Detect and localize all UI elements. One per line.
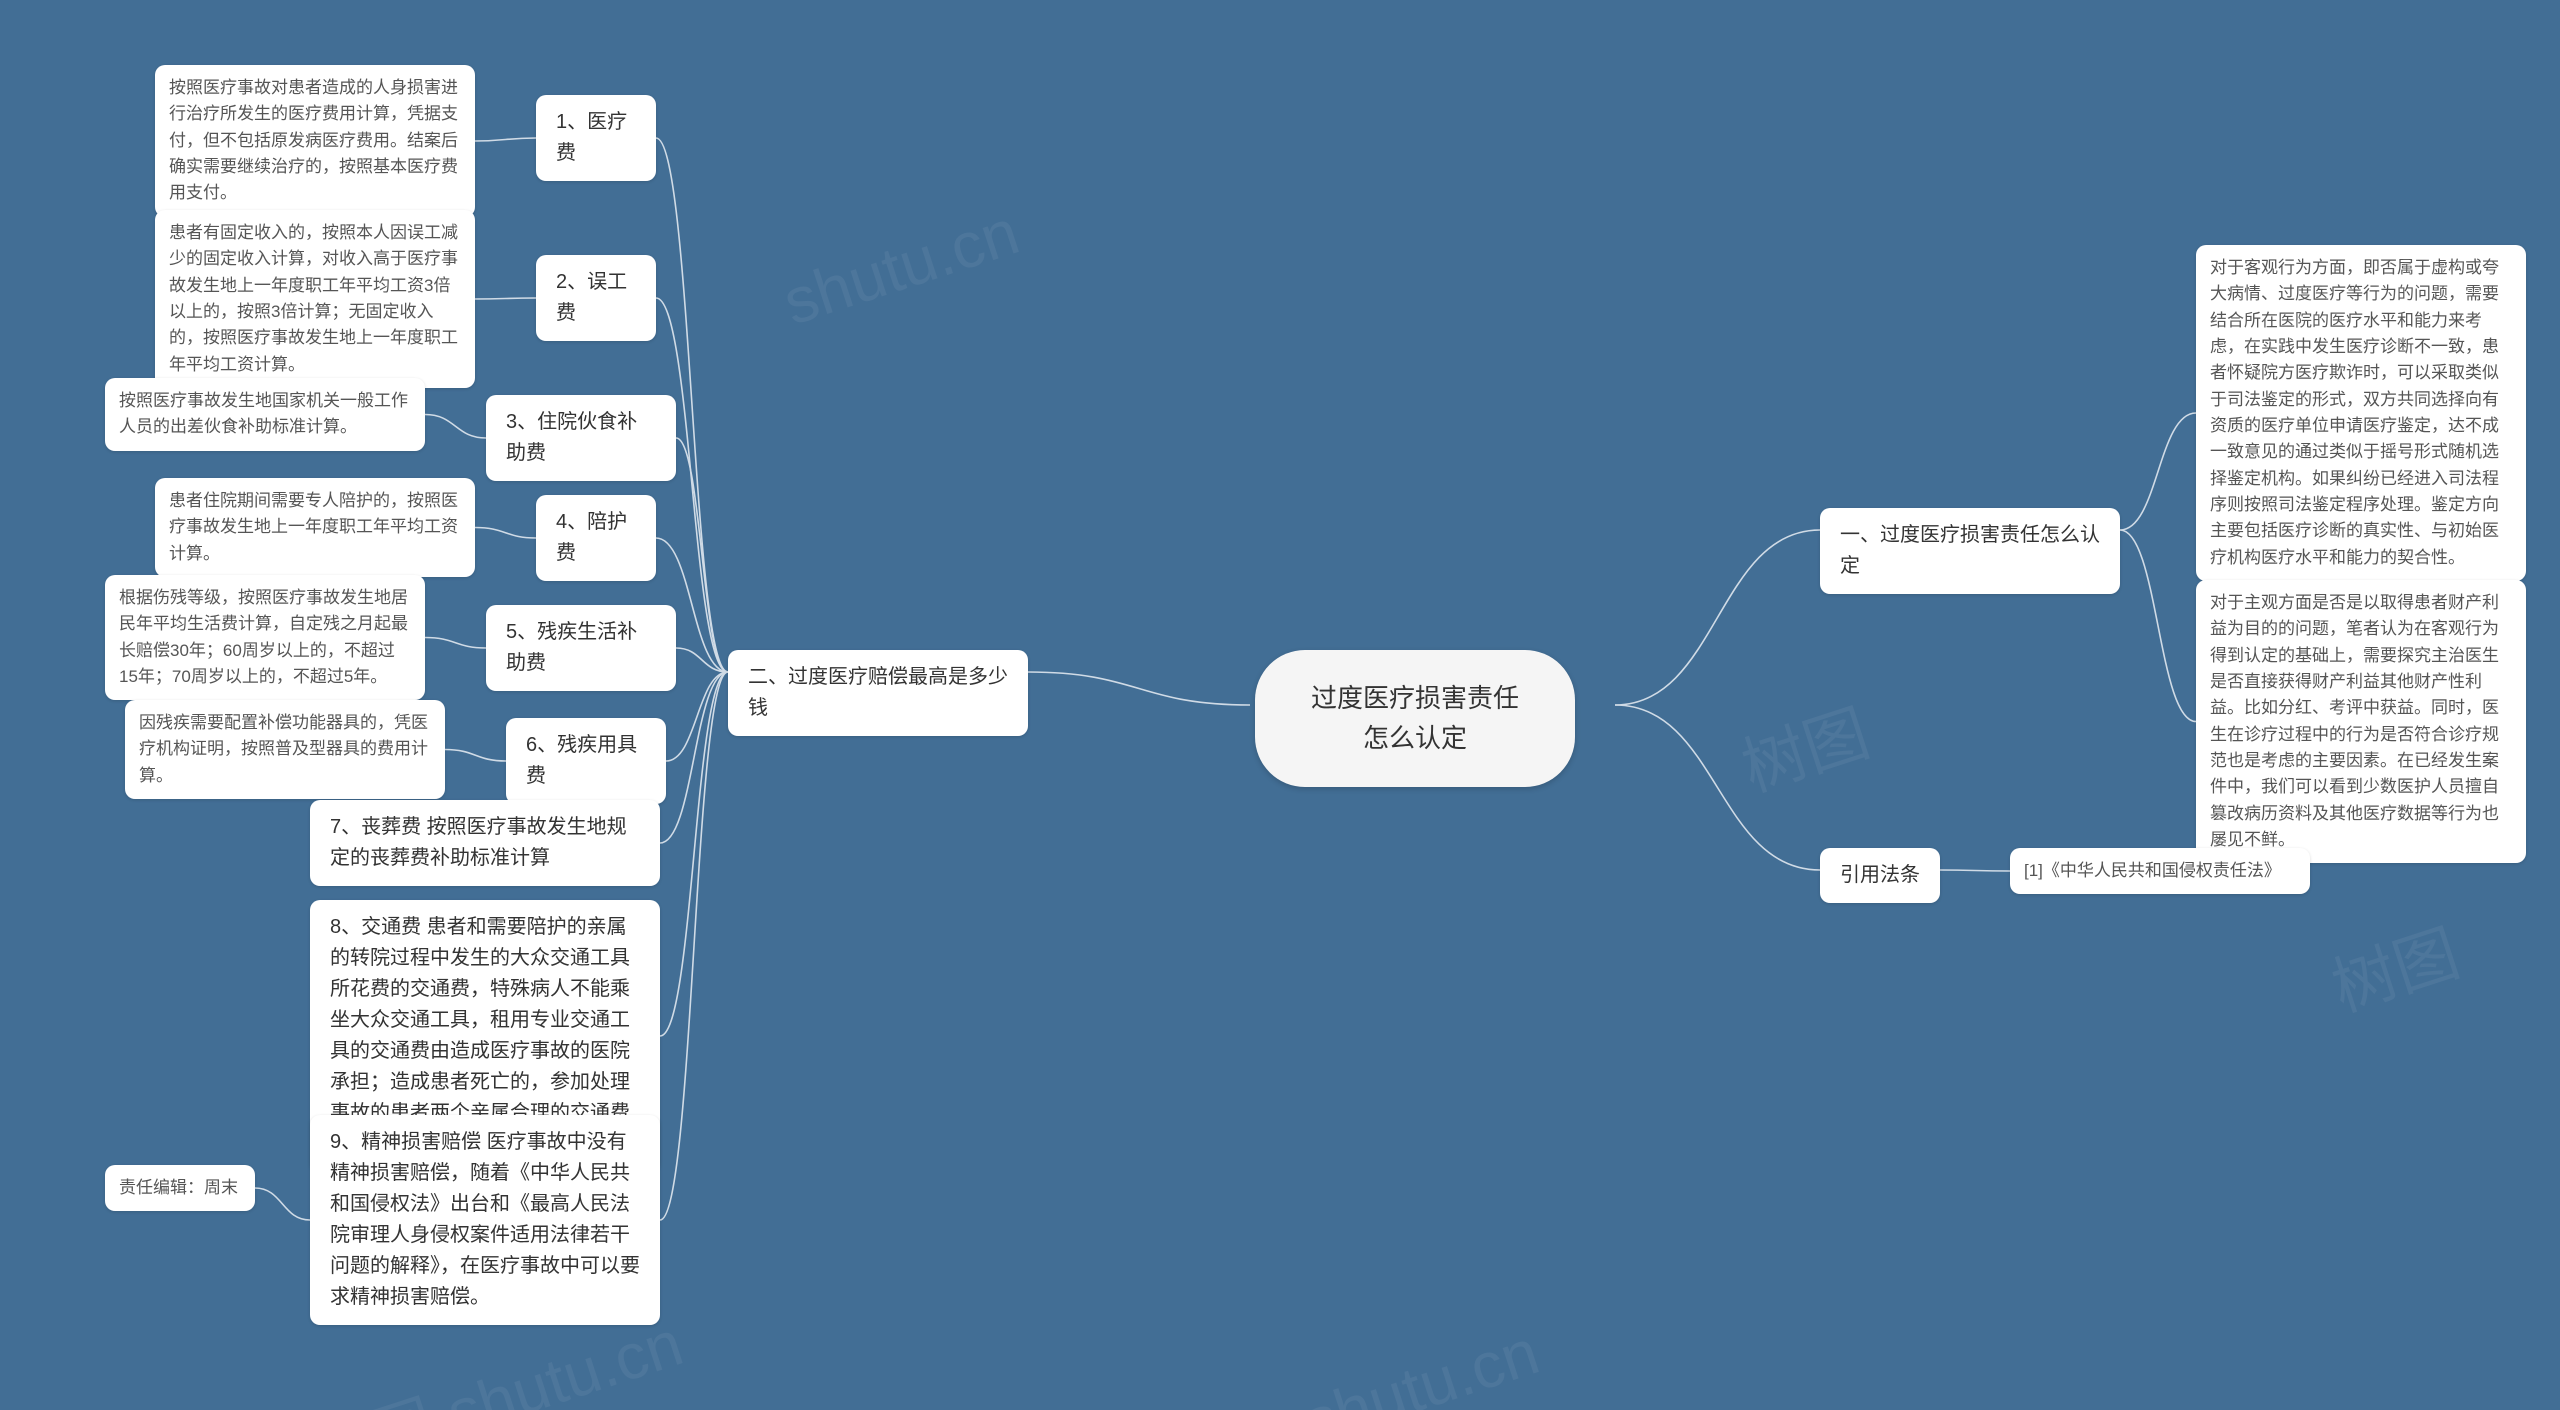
- left-item-3: 4、陪护费: [536, 495, 656, 581]
- left-item-8-text: 9、精神损害赔偿 医疗事故中没有精神损害赔偿，随着《中华人民共和国侵权法》出台和…: [330, 1131, 640, 1308]
- left-item-0-text: 1、医疗费: [556, 111, 627, 164]
- right-branch-1-leaf-0-text: [1]《中华人民共和国侵权责任法》: [2024, 861, 2281, 880]
- left-item-6-text: 7、丧葬费 按照医疗事故发生地规定的丧葬费补助标准计算: [330, 816, 627, 869]
- left-item-0-leaf: 按照医疗事故对患者造成的人身损害进行治疗所发生的医疗费用计算，凭据支付，但不包括…: [155, 65, 475, 217]
- right-branch-0: 一、过度医疗损害责任怎么认定: [1820, 508, 2120, 594]
- right-branch-1-leaf-0: [1]《中华人民共和国侵权责任法》: [2010, 848, 2310, 894]
- left-item-2-leaf-text: 按照医疗事故发生地国家机关一般工作人员的出差伙食补助标准计算。: [119, 391, 408, 436]
- left-item-4-leaf: 根据伤残等级，按照医疗事故发生地居民年平均生活费计算，自定残之月起最长赔偿30年…: [105, 575, 425, 700]
- left-item-5-leaf: 因残疾需要配置补偿功能器具的，凭医疗机构证明，按照普及型器具的费用计算。: [125, 700, 445, 799]
- left-item-1-leaf-text: 患者有固定收入的，按照本人因误工减少的固定收入计算，对收入高于医疗事故发生地上一…: [169, 223, 458, 374]
- left-item-4: 5、残疾生活补助费: [486, 605, 676, 691]
- watermark-3: 树图: [1729, 682, 1879, 809]
- watermark-1: shutu.cn: [774, 194, 1027, 339]
- root-node: 过度医疗损害责任怎么认定: [1255, 650, 1575, 787]
- right-branch-0-leaf-1-text: 对于主观方面是否是以取得患者财产利益为目的的问题，笔者认为在客观行为得到认定的基…: [2210, 593, 2499, 849]
- left-item-8-leaf: 责任编辑：周末: [105, 1165, 255, 1211]
- right-branch-0-leaf-0: 对于客观行为方面，即否属于虚构或夸大病情、过度医疗等行为的问题，需要结合所在医院…: [2196, 245, 2526, 581]
- left-item-4-text: 5、残疾生活补助费: [506, 621, 637, 674]
- root-text: 过度医疗损害责任怎么认定: [1311, 683, 1519, 753]
- left-item-5: 6、残疾用具费: [506, 718, 666, 804]
- left-item-1-text: 2、误工费: [556, 271, 627, 324]
- left-item-4-leaf-text: 根据伤残等级，按照医疗事故发生地居民年平均生活费计算，自定残之月起最长赔偿30年…: [119, 588, 408, 686]
- right-branch-0-leaf-1: 对于主观方面是否是以取得患者财产利益为目的的问题，笔者认为在客观行为得到认定的基…: [2196, 580, 2526, 863]
- left-branch: 二、过度医疗赔偿最高是多少钱: [728, 650, 1028, 736]
- right-branch-0-text: 一、过度医疗损害责任怎么认定: [1840, 524, 2100, 577]
- left-item-2-text: 3、住院伙食补助费: [506, 411, 637, 464]
- left-item-2-leaf: 按照医疗事故发生地国家机关一般工作人员的出差伙食补助标准计算。: [105, 378, 425, 451]
- left-item-3-leaf-text: 患者住院期间需要专人陪护的，按照医疗事故发生地上一年度职工年平均工资计算。: [169, 491, 458, 563]
- left-item-0-leaf-text: 按照医疗事故对患者造成的人身损害进行治疗所发生的医疗费用计算，凭据支付，但不包括…: [169, 78, 458, 202]
- left-item-2: 3、住院伙食补助费: [486, 395, 676, 481]
- left-item-8-leaf-text: 责任编辑：周末: [119, 1178, 238, 1197]
- left-item-3-leaf: 患者住院期间需要专人陪护的，按照医疗事故发生地上一年度职工年平均工资计算。: [155, 478, 475, 577]
- watermark-2: shutu.cn: [1294, 1314, 1547, 1410]
- left-item-8: 9、精神损害赔偿 医疗事故中没有精神损害赔偿，随着《中华人民共和国侵权法》出台和…: [310, 1115, 660, 1325]
- left-item-1-leaf: 患者有固定收入的，按照本人因误工减少的固定收入计算，对收入高于医疗事故发生地上一…: [155, 210, 475, 388]
- right-branch-1-text: 引用法条: [1840, 864, 1920, 886]
- left-item-6: 7、丧葬费 按照医疗事故发生地规定的丧葬费补助标准计算: [310, 800, 660, 886]
- left-branch-text: 二、过度医疗赔偿最高是多少钱: [748, 666, 1008, 719]
- left-item-5-text: 6、残疾用具费: [526, 734, 637, 787]
- left-item-5-leaf-text: 因残疾需要配置补偿功能器具的，凭医疗机构证明，按照普及型器具的费用计算。: [139, 713, 428, 785]
- watermark-5: 树图: [2319, 902, 2469, 1029]
- right-branch-1: 引用法条: [1820, 848, 1940, 903]
- left-item-3-text: 4、陪护费: [556, 511, 627, 564]
- left-item-1: 2、误工费: [536, 255, 656, 341]
- left-item-0: 1、医疗费: [536, 95, 656, 181]
- right-branch-0-leaf-0-text: 对于客观行为方面，即否属于虚构或夸大病情、过度医疗等行为的问题，需要结合所在医院…: [2210, 258, 2499, 567]
